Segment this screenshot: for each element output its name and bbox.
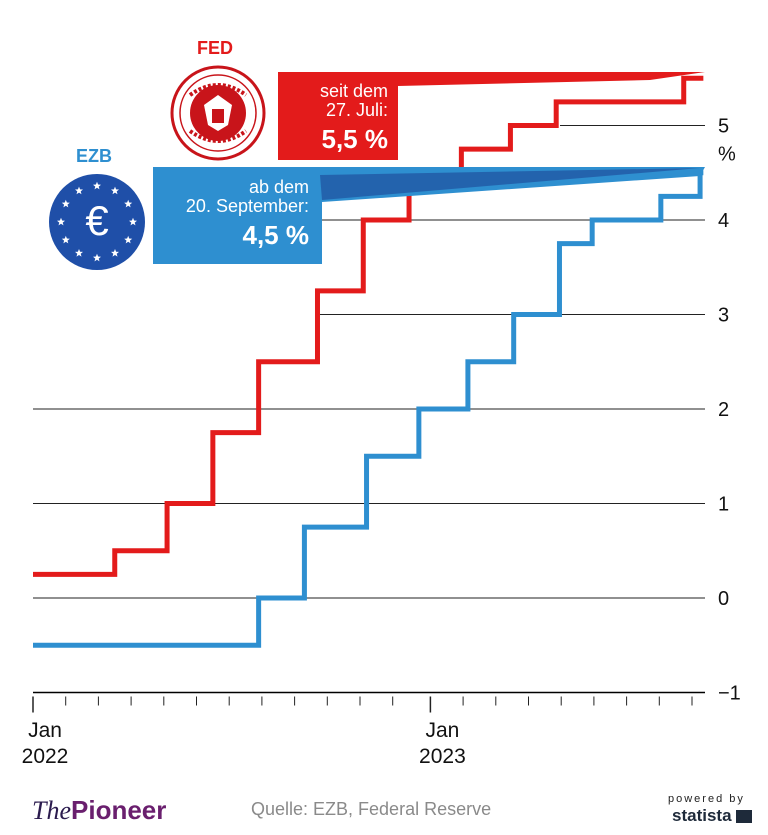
fed-label: FED: [197, 38, 233, 58]
thepioneer-logo: ThePioneer: [32, 795, 166, 826]
x-tick-label: Jan: [425, 719, 459, 742]
fed-callout-value: 5,5 %: [321, 123, 389, 154]
star-icon: [61, 199, 70, 208]
ezb-callout-line1: ab dem: [248, 177, 309, 197]
y-tick-label: 2: [718, 399, 729, 421]
fed-seal-icon: [170, 65, 266, 161]
ezb-callout-line2: 20. September:: [185, 195, 309, 216]
star-icon: [129, 217, 137, 226]
y-tick-label: 3: [718, 305, 729, 327]
ezb-callout-value: 4,5 %: [242, 219, 310, 250]
fed-callout-line2: 27. Juli:: [325, 99, 388, 120]
star-icon: [93, 181, 101, 190]
euro-symbol: €: [85, 197, 108, 244]
star-icon: [75, 249, 83, 257]
star-icon: [75, 186, 83, 195]
y-tick-label: 1: [718, 494, 729, 516]
star-icon: [57, 217, 65, 226]
y-tick-label: −1: [718, 683, 741, 705]
star-icon: [111, 186, 119, 195]
euro-icon: €: [47, 172, 147, 272]
star-icon: [93, 253, 101, 262]
powered-by-text: powered by: [668, 793, 745, 805]
ezb-callout-box: [153, 167, 705, 264]
y-unit-label: %: [718, 144, 736, 166]
ezb-callout: ab dem 20. September: 4,5 %: [157, 178, 309, 249]
series-fed-line: [33, 75, 704, 577]
brand-name: Pioneer: [71, 795, 167, 825]
fed-callout: seit dem 27. Juli: 5,5 %: [278, 82, 388, 153]
x-tick-label: Jan: [28, 719, 62, 742]
fed-callout-line1: seit dem: [319, 81, 388, 101]
star-icon: [124, 235, 133, 244]
brand-prefix: The: [32, 796, 71, 825]
y-tick-label: 4: [718, 210, 729, 232]
ezb-callout-shade: [320, 168, 700, 200]
source-text: Quelle: EZB, Federal Reserve: [251, 799, 492, 819]
fed-callout-box: [278, 72, 705, 160]
callout-decor: [153, 72, 705, 264]
series-ezb-line: [33, 170, 704, 648]
series-lines: [33, 75, 704, 648]
star-icon: [111, 249, 119, 257]
x-tick-label: 2022: [22, 745, 69, 768]
statista-icon: [736, 810, 752, 823]
axes: −1 0 1 2 3 4 5%: [718, 116, 741, 705]
y-tick-label: 0: [718, 588, 729, 610]
x-ticks: Jan 2022 Jan 2023: [22, 696, 693, 768]
statista-logo: statista: [672, 806, 732, 825]
star-icon: [61, 235, 70, 244]
ezb-label: EZB: [76, 146, 112, 166]
star-icon: [124, 199, 133, 208]
y-tick-label: 5: [718, 116, 729, 138]
x-tick-label: 2023: [419, 745, 466, 768]
